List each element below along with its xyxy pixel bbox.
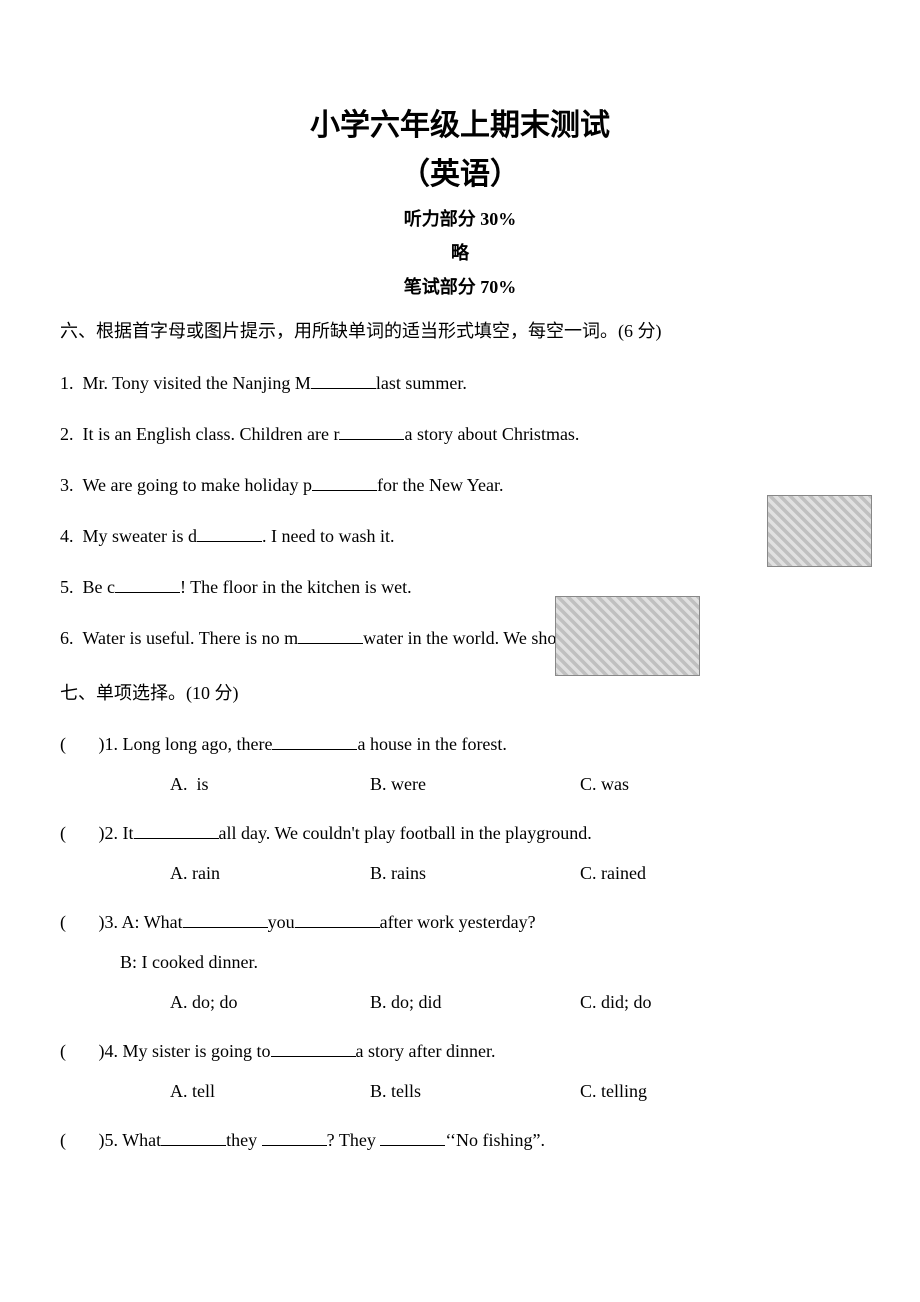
mc-post2: ‘‘No fishing”. [445, 1130, 545, 1150]
section7-instruction: 七、单项选择。(10 分) [60, 679, 860, 705]
option-b[interactable]: B. were [370, 765, 580, 805]
q-post: for the New Year. [377, 475, 503, 495]
blank[interactable] [312, 490, 377, 491]
option-c[interactable]: C. was [580, 765, 629, 805]
blank[interactable] [380, 1145, 445, 1146]
mc-post: ? They [327, 1130, 381, 1150]
image-placeholder-2 [555, 596, 700, 676]
q-post: ! The floor in the kitchen is wet. [180, 577, 412, 597]
q6-6: 6. Water is useful. There is no mwater i… [60, 628, 860, 649]
section6-instruction: 六、根据首字母或图片提示，用所缺单词的适当形式填空，每空一词。(6 分) [60, 317, 860, 343]
q-post: last summer. [376, 373, 467, 393]
mc-num: 3. [105, 912, 119, 932]
q-pre: Mr. Tony visited the Nanjing M [83, 373, 311, 393]
written-header: 笔试部分 70% [60, 273, 860, 299]
mc-num: 4. [105, 1041, 119, 1061]
mc-pre: It [123, 823, 134, 843]
mc-pre: What [122, 1130, 161, 1150]
q6-4: 4. My sweater is d . I need to wash it. [60, 526, 860, 547]
image-placeholder-1 [767, 495, 872, 567]
option-c[interactable]: C. rained [580, 854, 646, 894]
blank[interactable] [271, 1056, 356, 1057]
mc-num: 5. [105, 1130, 119, 1150]
blank[interactable] [339, 439, 404, 440]
mc-post: after work yesterday? [380, 912, 536, 932]
blank[interactable] [272, 749, 357, 750]
q6-1: 1. Mr. Tony visited the Nanjing M last su… [60, 373, 860, 394]
q-pre: Be c [83, 577, 115, 597]
mc-q3: ( )3. A: Whatyouafter work yesterday? B:… [60, 903, 860, 1022]
title-main: 小学六年级上期末测试 [60, 100, 860, 144]
blank[interactable] [161, 1145, 226, 1146]
blank[interactable] [134, 838, 219, 839]
q6-2: 2. It is an English class. Children are … [60, 424, 860, 445]
q-num: 6. [60, 628, 74, 648]
mc-pre: Long long ago, there [123, 734, 273, 754]
q-num: 1. [60, 373, 74, 393]
skip-text: 略 [60, 239, 860, 265]
blank[interactable] [298, 643, 363, 644]
mc-pre: My sister is going to [123, 1041, 271, 1061]
option-b[interactable]: B. tells [370, 1072, 580, 1112]
blank[interactable] [183, 927, 268, 928]
q-pre: We are going to make holiday p [83, 475, 312, 495]
q-pre: It is an English class. Children are r [83, 424, 340, 444]
q-post: a story about Christmas. [404, 424, 579, 444]
q6-3: 3. We are going to make holiday p for the… [60, 475, 860, 496]
option-c[interactable]: C. did; do [580, 983, 652, 1023]
q-post: . I need to wash it. [262, 526, 394, 546]
mc-mid: they [226, 1130, 262, 1150]
q6-5: 5. Be c ! The floor in the kitchen is wet… [60, 577, 860, 598]
q-pre: Water is useful. There is no m [83, 628, 299, 648]
mc-mid: you [268, 912, 295, 932]
blank[interactable] [115, 592, 180, 593]
blank[interactable] [295, 927, 380, 928]
mc-q2: ( )2. Itall day. We couldn't play footba… [60, 814, 860, 893]
q-num: 2. [60, 424, 74, 444]
mc-q1: ( )1. Long long ago, therea house in the… [60, 725, 860, 804]
option-b[interactable]: B. rains [370, 854, 580, 894]
option-c[interactable]: C. telling [580, 1072, 647, 1112]
option-a[interactable]: A. do; do [170, 983, 370, 1023]
mc-num: 1. [105, 734, 119, 754]
mc-post: all day. We couldn't play football in th… [219, 823, 592, 843]
q-num: 5. [60, 577, 74, 597]
blank[interactable] [197, 541, 262, 542]
option-a[interactable]: A. is [170, 765, 370, 805]
mc-post: a story after dinner. [356, 1041, 496, 1061]
q-num: 4. [60, 526, 74, 546]
mc-pre: A: What [122, 912, 183, 932]
title-sub: （英语） [60, 149, 860, 193]
listening-header: 听力部分 30% [60, 205, 860, 231]
blank[interactable] [311, 388, 376, 389]
mc-num: 2. [105, 823, 119, 843]
blank[interactable] [262, 1145, 327, 1146]
option-a[interactable]: A. rain [170, 854, 370, 894]
q-pre: My sweater is d [83, 526, 197, 546]
mc-post: a house in the forest. [357, 734, 506, 754]
option-b[interactable]: B. do; did [370, 983, 580, 1023]
option-a[interactable]: A. tell [170, 1072, 370, 1112]
q-num: 3. [60, 475, 74, 495]
mc-sub: B: I cooked dinner. [120, 943, 860, 983]
mc-q4: ( )4. My sister is going toa story after… [60, 1032, 860, 1111]
mc-q5: ( )5. Whatthey ? They ‘‘No fishing”. [60, 1121, 860, 1161]
